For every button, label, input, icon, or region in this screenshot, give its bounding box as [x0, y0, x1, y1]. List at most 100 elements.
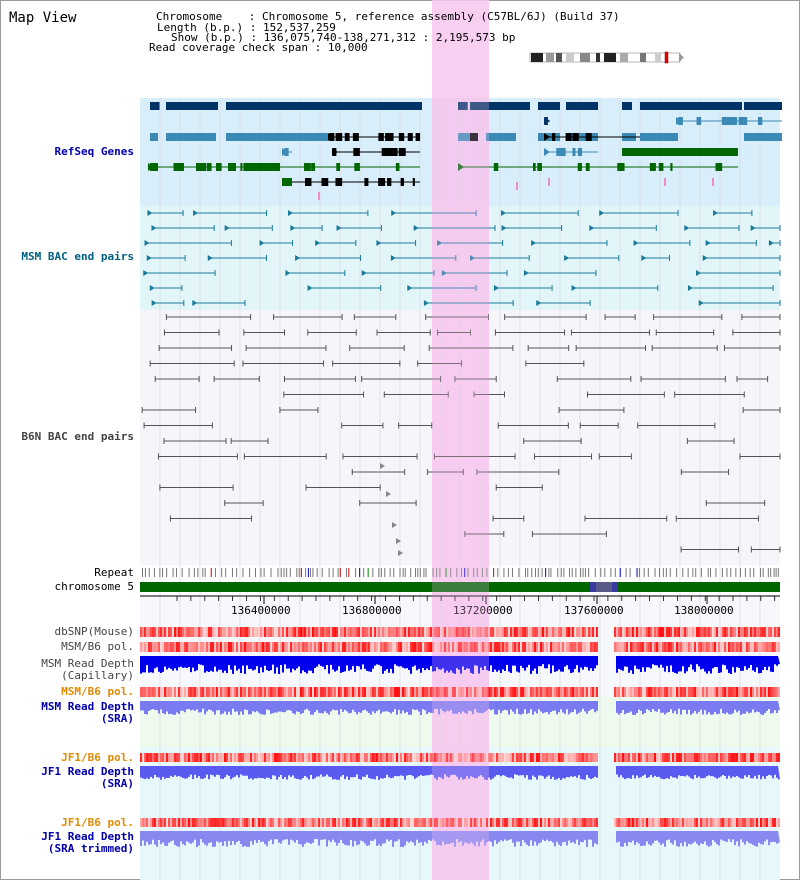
heat-cell	[640, 753, 642, 762]
heat-cell	[272, 818, 274, 827]
heat-cell	[544, 753, 546, 762]
track-label-refseq[interactable]: RefSeq Genes	[54, 145, 134, 158]
gene-exon	[407, 133, 413, 141]
b6n-bac-pair	[230, 438, 269, 444]
track-label-b6n-bac[interactable]: B6N BAC end pairs	[21, 430, 134, 443]
track-label-repeat[interactable]: Repeat	[94, 566, 134, 579]
heat-cell	[262, 753, 264, 762]
gene-strand-arrow	[148, 163, 154, 171]
heat-cell	[746, 687, 748, 697]
heat-cell	[460, 687, 462, 697]
bac-end	[193, 210, 199, 216]
heat-cell	[698, 753, 700, 762]
heat-cell	[714, 818, 716, 827]
track-label-msm-depth-sra[interactable]: MSM Read Depth (SRA)	[41, 701, 134, 725]
msm-bac-pair	[705, 240, 757, 246]
heat-cell	[174, 753, 176, 762]
track-label-jf1-depth-trimmed[interactable]: JF1 Read Depth (SRA trimmed)	[41, 831, 134, 855]
heat-cell	[466, 753, 468, 762]
track-label-jf1-depth-sra[interactable]: JF1 Read Depth (SRA)	[41, 766, 134, 790]
heat-cell	[720, 687, 722, 697]
heat-cell	[496, 753, 498, 762]
heat-cell	[318, 753, 320, 762]
heat-cell	[230, 818, 232, 827]
heat-cell	[722, 642, 724, 652]
heat-cell	[774, 642, 776, 652]
gene-exon	[335, 133, 343, 141]
heat-cell	[298, 642, 300, 652]
track-label-dbsnp[interactable]: dbSNP(Mouse)	[54, 625, 134, 638]
heat-cell	[728, 753, 730, 762]
heat-cell	[688, 627, 690, 637]
track-label-msm-b6-pol[interactable]: MSM/B6 pol.	[61, 640, 134, 653]
track-label-msm-bac[interactable]: MSM BAC end pairs	[21, 250, 134, 263]
heat-cell	[758, 687, 760, 697]
heat-cell	[244, 753, 246, 762]
heat-cell	[394, 753, 396, 762]
heat-cell	[770, 818, 772, 827]
heat-cell	[498, 687, 500, 697]
heat-cell	[772, 818, 774, 827]
heat-cell	[212, 687, 214, 697]
heat-cell	[198, 818, 200, 827]
show-label: Show (b.p.)	[171, 31, 244, 44]
heat-cell	[524, 753, 526, 762]
heat-cell	[192, 818, 194, 827]
bac-end	[361, 270, 367, 276]
track-label-msm-b6-pol-2[interactable]: MSM/B6 pol.	[61, 685, 134, 698]
repeat-element	[415, 568, 417, 577]
gene-exon	[561, 148, 566, 156]
heat-cell	[324, 687, 326, 697]
bac-end	[290, 225, 296, 231]
heat-cell	[158, 753, 160, 762]
track-label-msm-depth-capillary[interactable]: MSM Read Depth (Capillary)	[41, 658, 134, 682]
heat-cell	[776, 627, 778, 637]
heat-cell	[730, 818, 732, 827]
b6n-bac-pair	[575, 345, 647, 351]
heat-cell	[216, 627, 218, 637]
heat-cell	[246, 642, 248, 652]
heat-cell	[590, 818, 592, 827]
heat-cell	[302, 627, 304, 637]
track-label-jf1-b6-pol[interactable]: JF1/B6 pol.	[61, 751, 134, 764]
heat-cell	[518, 818, 520, 827]
repeat-element	[286, 568, 288, 577]
heat-cell	[194, 753, 196, 762]
b6n-bac-pair	[428, 345, 514, 351]
gene-block	[226, 133, 328, 141]
heat-cell	[286, 753, 288, 762]
heat-cell	[352, 753, 354, 762]
gene-exon	[670, 163, 673, 171]
repeat-element	[464, 568, 466, 577]
heat-cell	[386, 642, 388, 652]
axis-tick-label: 136400000	[231, 604, 291, 617]
track-label-jf1-b6-pol-2[interactable]: JF1/B6 pol.	[61, 816, 134, 829]
heat-cell	[304, 627, 306, 637]
heat-cell	[186, 642, 188, 652]
heat-cell	[306, 642, 308, 652]
repeat-element	[473, 568, 475, 577]
repeat-element	[249, 568, 251, 577]
heat-cell	[362, 627, 364, 637]
heat-cell	[504, 687, 506, 697]
heat-cell	[542, 753, 544, 762]
heat-cell	[650, 753, 652, 762]
heat-cell	[268, 818, 270, 827]
heat-cell	[160, 642, 162, 652]
heat-cell	[334, 753, 336, 762]
heat-cell	[226, 627, 228, 637]
heat-cell	[250, 753, 252, 762]
heat-cell	[658, 642, 660, 652]
heat-cell	[234, 642, 236, 652]
heat-cell	[442, 687, 444, 697]
gene-exon	[229, 163, 236, 171]
b6n-bac-end-marker	[396, 538, 401, 544]
heat-cell	[650, 642, 652, 652]
heat-cell	[582, 627, 584, 637]
heat-cell	[552, 687, 554, 697]
heat-cell	[628, 818, 630, 827]
heat-cell	[214, 642, 216, 652]
heat-cell	[334, 642, 336, 652]
heat-cell	[412, 753, 414, 762]
